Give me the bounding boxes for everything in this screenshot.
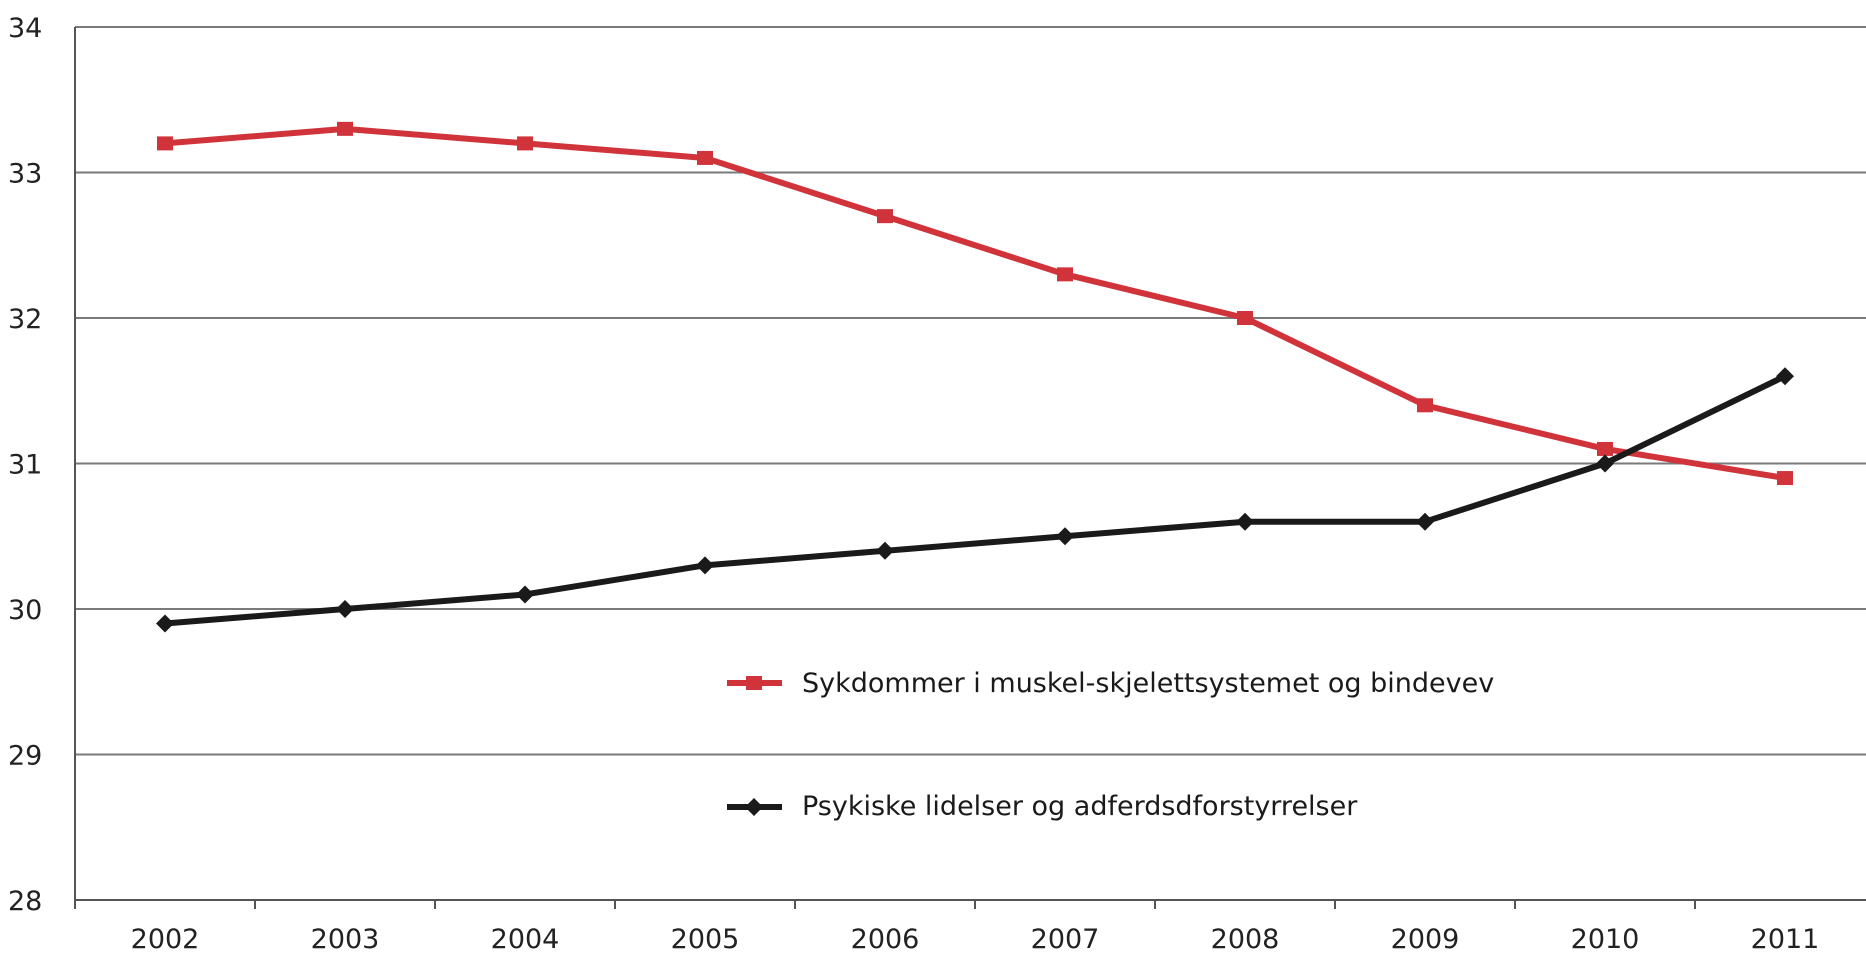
data-point-square	[337, 121, 353, 136]
series-lines	[156, 121, 1794, 633]
series-line-1	[164, 373, 1787, 627]
data-point-square	[1777, 471, 1793, 486]
series-line-0	[164, 125, 1786, 482]
x-tick-label: 2008	[1211, 924, 1280, 955]
y-tick-label: 34	[8, 13, 42, 44]
legend-label-musculoskeletal: Sykdommer i muskel-skjelettsystemet og b…	[802, 668, 1494, 699]
data-point-diamond	[1416, 512, 1434, 531]
data-point-square	[1237, 311, 1253, 325]
series-0	[157, 121, 1793, 486]
data-point-square	[1597, 441, 1613, 456]
y-tick-label: 32	[8, 304, 42, 335]
x-tick-label: 2011	[1751, 924, 1820, 955]
x-tick-label: 2006	[851, 924, 920, 955]
legend-label-psychiatric: Psykiske lidelser og adferdsdforstyrrels…	[802, 791, 1358, 822]
y-tick-label: 33	[8, 159, 42, 190]
data-point-square	[1057, 267, 1073, 282]
data-point-diamond	[336, 600, 354, 618]
data-point-diamond	[696, 556, 714, 575]
axes	[74, 27, 1866, 909]
data-point-square	[517, 136, 533, 151]
x-tick-label: 2005	[671, 924, 740, 955]
data-point-diamond	[1776, 367, 1794, 386]
data-point-diamond	[1236, 512, 1254, 531]
x-tick-labels: 2002 2003 2004 2005 2006 2007 2008 2009 2010 2011	[131, 924, 1820, 955]
data-point-diamond	[1596, 454, 1614, 473]
legend-marker-diamond	[745, 798, 763, 816]
gridlines	[75, 26, 1866, 756]
data-point-square	[157, 136, 173, 151]
x-tick-label: 2004	[491, 924, 560, 955]
series-1	[156, 367, 1794, 633]
x-tick-label: 2007	[1031, 924, 1100, 955]
x-tick-label: 2009	[1391, 924, 1460, 955]
y-tick-label: 31	[8, 450, 42, 481]
data-point-diamond	[156, 614, 174, 633]
legend-entry-psychiatric: Psykiske lidelser og adferdsdforstyrrels…	[727, 791, 1358, 822]
y-tick-label: 30	[8, 595, 42, 626]
legend: Sykdommer i muskel-skjelettsystemet og b…	[727, 668, 1494, 822]
x-tick-label: 2010	[1571, 924, 1640, 955]
x-tick-label: 2003	[311, 924, 380, 955]
data-point-square	[697, 150, 713, 165]
data-point-square	[1417, 398, 1433, 413]
y-tick-labels: 28 29 30 31 32 33 34	[8, 13, 42, 917]
data-point-diamond	[876, 541, 894, 560]
data-point-diamond	[516, 585, 534, 604]
data-point-diamond	[1056, 527, 1074, 546]
y-tick-label: 29	[8, 741, 42, 772]
data-point-square	[877, 209, 893, 224]
x-tick-label: 2002	[131, 924, 200, 955]
y-tick-label: 28	[8, 886, 42, 917]
legend-marker-square	[746, 676, 762, 690]
legend-entry-musculoskeletal: Sykdommer i muskel-skjelettsystemet og b…	[727, 668, 1494, 699]
